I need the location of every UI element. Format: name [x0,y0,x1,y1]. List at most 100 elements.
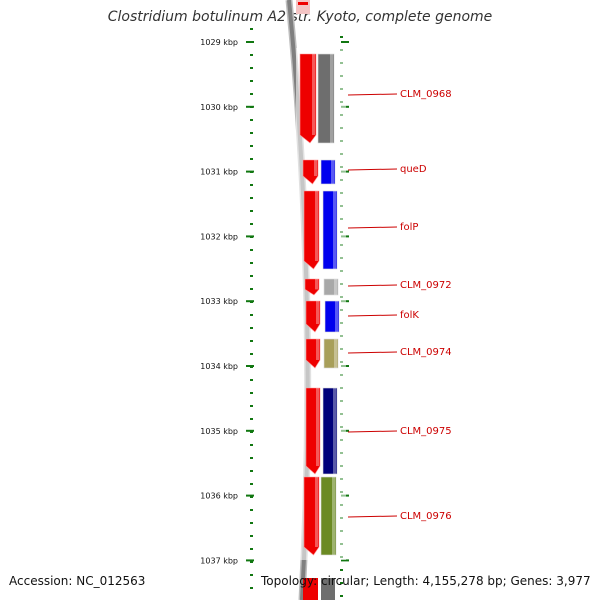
track-dot [250,561,253,563]
track-dot [250,431,253,433]
gene-leader-line [347,515,398,518]
kbp-tick-label: 1030 kbp [200,103,238,112]
gene-leader-line [347,93,398,96]
kbp-tick-mark [246,559,254,562]
track-dot [250,275,253,277]
strand-arrow [299,53,317,144]
gene-leader-line [347,430,398,433]
strand-arrow [302,159,319,185]
track-dot [250,418,253,420]
gene-box [323,278,339,296]
track-dot [250,54,253,56]
track-dot [250,483,253,485]
track-dot [250,353,253,355]
track-dot [250,535,253,537]
kbp-tick-mark [246,429,254,432]
track-dot [250,496,253,498]
track-dot [250,327,253,329]
strand-arrow-highlight [316,301,319,324]
track-dot [250,405,253,407]
gene-label: folP [400,222,418,233]
kbp-tick-mark [246,365,254,367]
strand-arrow-highlight [315,279,318,290]
gene-label: CLM_0975 [400,426,452,437]
track-dot [250,262,253,264]
track-dot [250,548,253,550]
top-gene-fragment-mark [298,2,308,5]
gene-box [323,338,339,369]
track-dot [340,582,343,584]
strand-arrow-highlight [314,160,317,176]
track-dot [250,210,253,212]
partial-strand-arrow [303,578,318,600]
strand-arrow [305,300,321,333]
track-dot [250,28,253,30]
gene-box [320,476,337,556]
track-dot [250,392,253,394]
track-dot [250,444,253,446]
gene-box [320,159,336,185]
track-dot [250,288,253,290]
kbp-tick-mark-right [341,41,349,43]
kbp-tick-label: 1037 kbp [200,556,238,565]
track-dot [250,457,253,459]
track-dot [250,249,253,251]
strand-arrow-highlight [315,191,318,261]
track-dot [250,470,253,472]
kbp-tick-label: 1029 kbp [200,38,238,47]
kbp-tick-mark-right [341,559,349,562]
track-dot [250,379,253,381]
gene-label: CLM_0972 [400,280,452,291]
track-dot [250,223,253,225]
topology-text: Topology: circular; Length: 4,155,278 bp… [261,574,591,588]
kbp-tick-mark [246,105,254,108]
gene-box [322,387,338,475]
kbp-tick-label: 1036 kbp [200,492,238,501]
gene-box-highlight [334,339,337,368]
track-dot [340,569,343,571]
track-dot [250,184,253,186]
track-dot [250,314,253,316]
track-dot [250,132,253,134]
kbp-tick-mark [246,170,254,173]
strand-arrow [305,338,321,369]
track-dot [250,93,253,95]
kbp-tick-label: 1032 kbp [200,232,238,241]
kbp-tick-label: 1033 kbp [200,297,238,306]
strand-arrow-highlight [316,388,319,466]
gene-box-highlight [330,54,333,143]
track-dot [340,595,343,597]
track-dot [250,509,253,511]
track-dot [250,119,253,121]
partial-gene-box [321,578,335,600]
strand-arrow-highlight [312,54,315,135]
strand-arrow [305,387,321,475]
kbp-tick-label: 1035 kbp [200,427,238,436]
kbp-tick-mark [246,300,254,303]
gene-label: CLM_0976 [400,511,452,522]
strand-arrow [304,278,320,296]
kbp-tick-mark [246,235,254,238]
gene-box [324,300,340,333]
gene-box-highlight [331,160,334,184]
strand-arrow [303,476,320,556]
gene-label: CLM_0968 [400,89,452,100]
track-dot [250,587,253,589]
gene-leader-line [347,314,398,317]
gene-label: CLM_0974 [400,347,452,358]
strand-arrow-highlight [316,339,319,360]
gene-labels: CLM_0968 queD folP CLM_0972 folK CLM_0974 CLM_… [347,89,452,522]
kbp-scale: 1029 kbp 1030 kbp 1031 kbp 1032 kbp 1033 kbp… [200,38,349,565]
gene-leader-line [347,168,398,171]
track-dot [250,340,253,342]
kbp-tick-label: 1034 kbp [200,362,238,371]
left-tick-track [250,28,253,589]
gene-leader-line [347,351,398,354]
kbp-tick-mark [246,494,254,497]
strand-arrow-highlight [315,477,318,547]
gene-box-highlight [333,388,336,474]
track-dot [340,36,343,38]
gene-box-highlight [333,191,336,269]
track-dot [250,67,253,69]
